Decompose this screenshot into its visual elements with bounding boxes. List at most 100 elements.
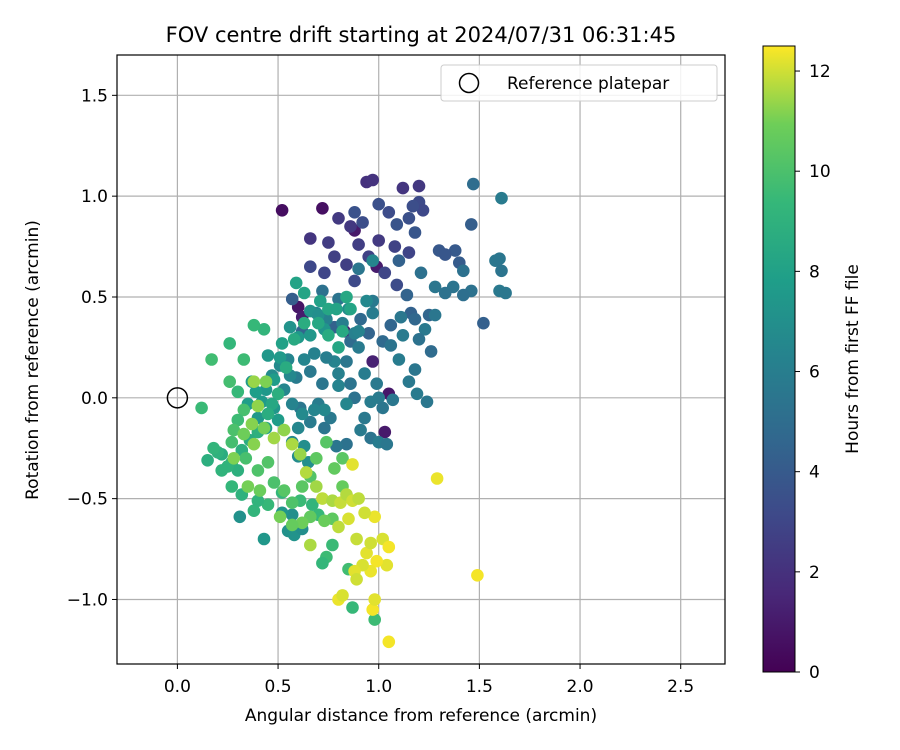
scatter-point [376, 401, 390, 415]
scatter-point [330, 439, 343, 453]
scatter-point [285, 397, 299, 411]
scatter-point [402, 212, 416, 225]
scatter-point [295, 407, 309, 421]
scatter-point [366, 355, 380, 368]
x-tick-label: 0.5 [265, 677, 292, 697]
scatter-point [382, 635, 396, 649]
scatter-point [316, 377, 329, 391]
scatter-point [364, 536, 378, 550]
scatter-point [297, 353, 311, 366]
scatter-point [340, 355, 353, 368]
scatter-point [308, 347, 321, 360]
scatter-point [318, 514, 331, 528]
scatter-point [320, 351, 333, 364]
scatter-point [207, 441, 220, 455]
scatter-point [247, 504, 261, 517]
scatter-point [291, 421, 305, 435]
scatter-point [332, 341, 345, 354]
scatter-point [304, 329, 317, 342]
colorbar-tick-label: 8 [809, 262, 820, 282]
scatter-point [275, 204, 289, 217]
scatter-point [245, 417, 259, 431]
scatter-point [201, 454, 214, 467]
scatter-point [205, 353, 218, 366]
y-tick-label: 0.5 [81, 288, 108, 308]
scatter-point [358, 367, 371, 380]
scatter-point [316, 492, 329, 505]
scatter-point [414, 266, 428, 280]
scatter-point [352, 238, 365, 251]
scatter-point [346, 601, 359, 614]
y-tick-label: 0.0 [81, 389, 108, 409]
scatter-point [297, 316, 311, 330]
scatter-point [428, 280, 442, 294]
scatter-point [465, 218, 478, 231]
scatter-point [223, 337, 236, 350]
scatter-point [247, 318, 261, 332]
scatter-point [247, 375, 261, 389]
y-ticks: −1.0 −0.5 0.0 0.5 1.0 1.5 [67, 86, 117, 610]
chart-title: FOV centre drift starting at 2024/07/31 … [166, 23, 677, 47]
y-axis-label: Rotation from reference (arcmin) [23, 220, 43, 500]
scatter-point [352, 262, 365, 276]
scatter-point [400, 288, 414, 302]
scatter-point [495, 264, 508, 278]
scatter-point [304, 415, 317, 429]
scatter-point [362, 327, 376, 340]
scatter-point [350, 532, 363, 546]
scatter-point [495, 191, 508, 205]
scatter-point [356, 216, 369, 229]
scatter-point [336, 325, 349, 338]
colorbar-tick-label: 4 [809, 463, 820, 483]
scatter-point [428, 308, 442, 322]
scatter-point [225, 480, 239, 493]
scatter-point [295, 516, 309, 530]
scatter-point [420, 395, 434, 409]
scatter-point [316, 202, 329, 215]
colorbar-label: Hours from first FF file [843, 264, 863, 454]
scatter-point [340, 397, 353, 411]
scatter-point [388, 240, 402, 253]
legend-marker-icon [458, 72, 480, 94]
scatter-point [457, 288, 470, 302]
scatter-point [223, 375, 236, 389]
scatter-point [352, 341, 365, 354]
y-tick-label: −1.0 [67, 590, 108, 610]
scatter-point [390, 278, 404, 292]
scatter-point [471, 569, 484, 582]
scatter-point [195, 401, 208, 415]
scatter-point [366, 306, 380, 320]
scatter-point [328, 462, 341, 475]
scatter-point [257, 421, 271, 435]
scatter-point [259, 375, 273, 389]
scatter-point [322, 236, 335, 249]
scatter-point [340, 437, 353, 451]
scatter-point [348, 274, 361, 288]
scatter-point [382, 206, 396, 219]
y-tick-label: 1.5 [81, 86, 108, 106]
colorbar-ticks: 0 2 4 6 8 10 12 [795, 62, 831, 683]
scatter-point [316, 284, 329, 298]
scatter-point [438, 286, 452, 300]
scatter-point [279, 361, 293, 374]
scatter-point [227, 423, 241, 437]
scatter-point [368, 613, 382, 626]
scatter-point [340, 290, 353, 304]
scatter-point [384, 339, 398, 352]
colorbar: 0 2 4 6 8 10 12 Hours from first FF file [762, 45, 863, 683]
y-tick-label: 1.0 [81, 187, 108, 207]
scatter-point [332, 367, 345, 380]
scatter-point [275, 337, 289, 350]
scatter-point [370, 554, 384, 568]
scatter-point [382, 540, 396, 554]
scatter-point [493, 252, 506, 265]
scatter-point [308, 403, 321, 417]
scatter-point [358, 506, 371, 520]
x-ticks: 0.0 0.5 1.0 1.5 2.0 2.5 [164, 664, 694, 697]
colorbar-tick-label: 10 [809, 162, 831, 182]
scatter-point [336, 589, 349, 602]
scatter-point [438, 248, 452, 261]
scatter-point [312, 316, 325, 330]
scatter-point [332, 379, 345, 393]
scatter-point [304, 232, 317, 245]
